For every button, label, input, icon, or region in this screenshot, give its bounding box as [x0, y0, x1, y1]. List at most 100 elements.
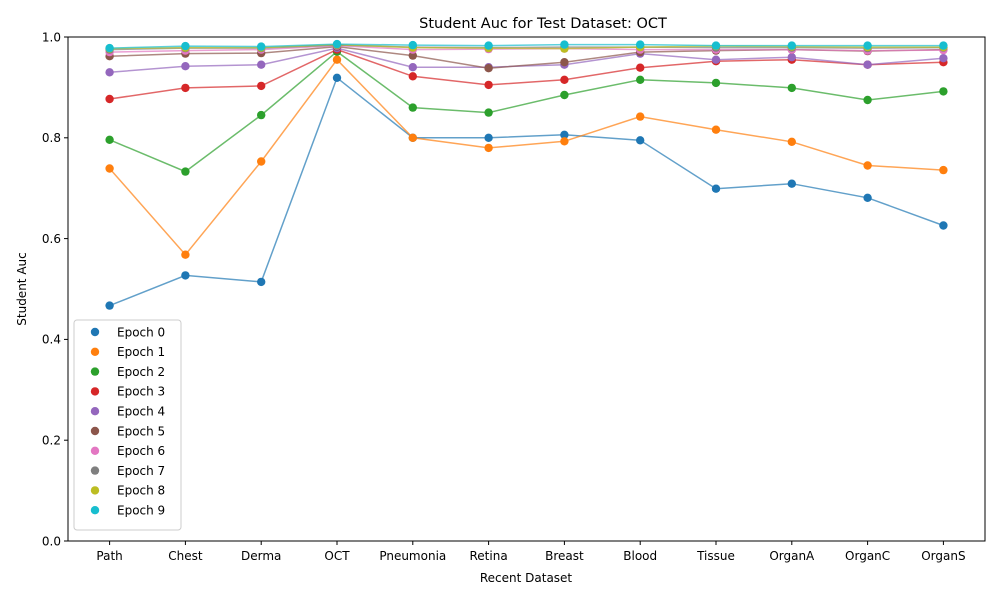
data-point — [105, 94, 114, 104]
legend-marker — [90, 466, 100, 475]
legend-label: Epoch 8 — [117, 484, 165, 498]
legend-item: Epoch 3 — [90, 385, 165, 399]
legend-item: Epoch 5 — [90, 424, 165, 438]
data-point — [787, 53, 796, 62]
legend-label: Epoch 5 — [117, 424, 165, 438]
legend-item: Epoch 2 — [90, 365, 165, 379]
legend-marker — [90, 506, 100, 515]
data-point — [105, 301, 114, 310]
data-point — [408, 103, 417, 112]
data-point — [332, 73, 342, 83]
legend-marker — [90, 367, 100, 376]
data-point — [105, 68, 114, 77]
x-tick-label: OrganA — [769, 549, 815, 563]
chart-title: Student Auc for Test Dataset: OCT — [419, 16, 667, 32]
data-point — [408, 51, 417, 60]
data-point — [181, 61, 190, 71]
legend-item: Epoch 1 — [90, 345, 165, 359]
series-line — [109, 50, 944, 173]
data-point — [560, 130, 569, 139]
data-point — [181, 271, 190, 280]
data-point — [711, 184, 721, 193]
series-2 — [105, 47, 948, 176]
legend-label: Epoch 2 — [117, 365, 165, 379]
data-point — [408, 72, 417, 81]
legend-label: Epoch 4 — [117, 405, 165, 419]
series-line — [109, 43, 944, 49]
y-tick-label: 0.6 — [42, 232, 61, 246]
series-line — [109, 76, 944, 307]
data-point — [863, 161, 872, 170]
legend-marker — [90, 486, 100, 495]
data-point — [636, 136, 645, 145]
data-point — [636, 112, 645, 121]
legend-label: Epoch 0 — [117, 325, 165, 339]
data-point — [181, 167, 190, 176]
data-point — [560, 90, 569, 100]
data-point — [560, 58, 569, 67]
data-point — [939, 221, 948, 230]
legend-item: Epoch 8 — [90, 484, 165, 498]
legend-marker — [90, 446, 100, 455]
data-point — [787, 83, 796, 93]
data-point — [181, 250, 190, 259]
x-tick-label: Derma — [241, 549, 281, 563]
data-point — [257, 81, 266, 91]
data-point — [257, 42, 266, 51]
series-9 — [105, 39, 948, 53]
data-point — [939, 165, 948, 175]
y-axis-label: Student Auc — [15, 252, 29, 325]
legend-marker — [90, 327, 100, 337]
legend-item: Epoch 9 — [90, 504, 165, 518]
legend-item: Epoch 0 — [90, 325, 165, 339]
data-point — [711, 125, 721, 134]
legend-label: Epoch 1 — [117, 345, 165, 359]
y-tick-label: 0.4 — [42, 333, 61, 347]
data-point — [408, 40, 417, 50]
data-point — [408, 133, 417, 142]
series-line — [109, 43, 944, 50]
data-point — [332, 39, 342, 49]
x-tick-label: OCT — [324, 549, 350, 563]
data-point — [863, 60, 872, 69]
y-tick-label: 0.0 — [42, 534, 61, 548]
y-tick-label: 0.2 — [42, 434, 61, 448]
data-point — [105, 43, 114, 53]
data-point — [863, 95, 872, 105]
x-tick-label: OrganC — [845, 549, 890, 563]
data-point — [257, 110, 266, 120]
x-tick-label: Path — [96, 549, 122, 563]
data-point — [939, 41, 948, 50]
legend-marker — [90, 426, 100, 436]
data-point — [257, 60, 266, 69]
data-point — [560, 137, 569, 146]
y-tick-label: 1.0 — [42, 30, 61, 44]
y-tick-label: 0.8 — [42, 131, 61, 145]
data-point — [105, 164, 114, 173]
data-point — [863, 41, 872, 50]
data-point — [484, 80, 493, 90]
data-point — [636, 75, 645, 85]
data-point — [787, 137, 796, 146]
data-point — [105, 135, 114, 144]
data-point — [939, 87, 948, 96]
data-point — [636, 63, 645, 72]
x-tick-label: Retina — [470, 549, 508, 563]
data-point — [181, 83, 190, 93]
data-point — [711, 41, 721, 50]
x-tick-label: Chest — [168, 549, 203, 563]
legend-label: Epoch 6 — [117, 444, 165, 458]
legend-box — [73, 319, 182, 531]
y-axis: 0.0 0.2 0.4 0.6 0.8 1.0 — [42, 30, 68, 548]
data-point — [787, 179, 796, 188]
legend-item: Epoch 7 — [90, 464, 165, 478]
x-axis-label: Recent Dataset — [480, 571, 573, 585]
plot-frame — [67, 36, 986, 542]
x-tick-label: Tissue — [696, 549, 735, 563]
data-point — [484, 143, 493, 153]
x-tick-label: OrganS — [921, 549, 965, 563]
data-point — [560, 40, 569, 49]
legend-item: Epoch 4 — [90, 405, 165, 419]
data-point — [560, 75, 569, 85]
